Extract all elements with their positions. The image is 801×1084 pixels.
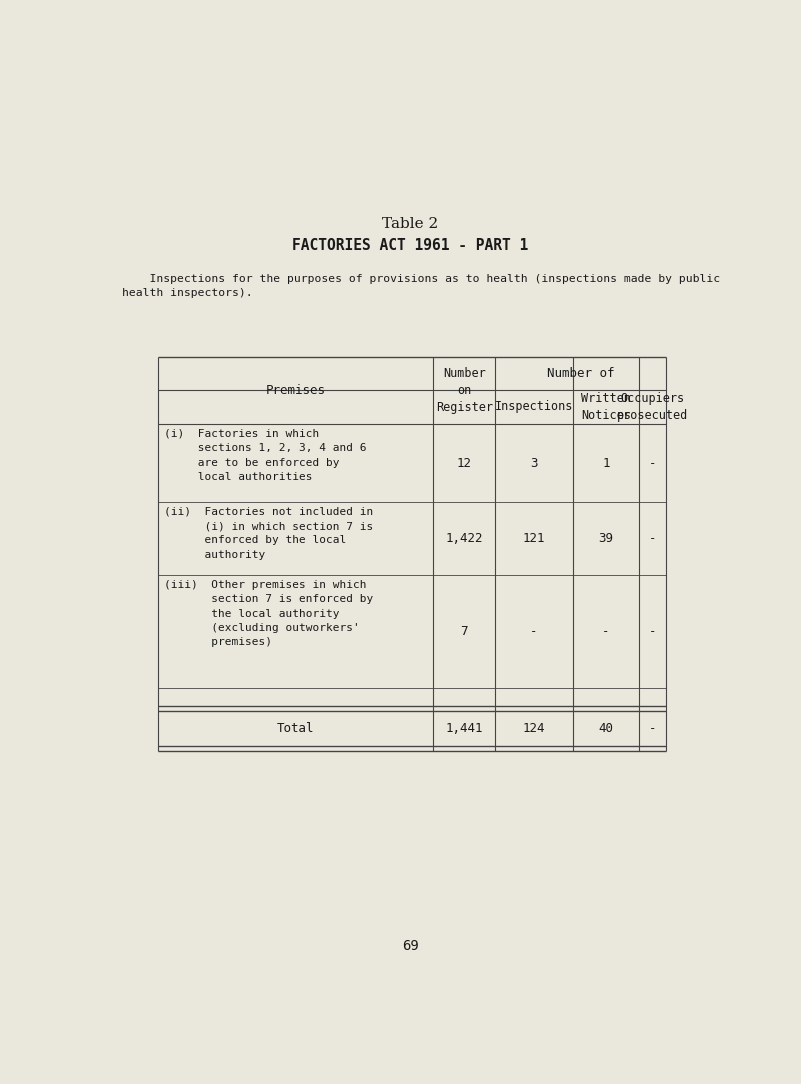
Text: 1: 1	[602, 456, 610, 469]
Text: 1,441: 1,441	[445, 722, 483, 735]
Text: Inspections: Inspections	[495, 400, 574, 413]
Text: 124: 124	[523, 722, 545, 735]
Text: (ii)  Factories not included in
      (i) in which section 7 is
      enforced b: (ii) Factories not included in (i) in wh…	[164, 506, 374, 559]
Text: 12: 12	[457, 456, 472, 469]
Text: 69: 69	[402, 939, 419, 953]
Text: -: -	[649, 722, 656, 735]
Text: 3: 3	[530, 456, 538, 469]
Text: FACTORIES ACT 1961 - PART 1: FACTORIES ACT 1961 - PART 1	[292, 237, 529, 253]
Text: Number of: Number of	[547, 366, 614, 379]
Text: (iii)  Other premises in which
       section 7 is enforced by
       the local : (iii) Other premises in which section 7 …	[164, 580, 374, 647]
Text: 39: 39	[598, 532, 614, 545]
Text: -: -	[649, 625, 656, 638]
Text: -: -	[649, 456, 656, 469]
Text: -: -	[602, 625, 610, 638]
Text: 121: 121	[523, 532, 545, 545]
Text: health inspectors).: health inspectors).	[122, 288, 252, 298]
Text: Written
Notices: Written Notices	[581, 392, 630, 422]
Text: Total: Total	[277, 722, 315, 735]
Text: Premises: Premises	[266, 384, 326, 397]
Text: Inspections for the purposes of provisions as to health (inspections made by pub: Inspections for the purposes of provisio…	[122, 274, 720, 284]
Text: -: -	[649, 532, 656, 545]
Text: Occupiers
prosecuted: Occupiers prosecuted	[617, 392, 688, 422]
Text: 1,422: 1,422	[445, 532, 483, 545]
Text: Number
on
Register: Number on Register	[436, 367, 493, 414]
Text: -: -	[530, 625, 538, 638]
Text: 7: 7	[461, 625, 468, 638]
Text: (i)  Factories in which
     sections 1, 2, 3, 4 and 6
     are to be enforced b: (i) Factories in which sections 1, 2, 3,…	[164, 429, 367, 482]
Text: Table 2: Table 2	[382, 217, 439, 231]
Text: 40: 40	[598, 722, 614, 735]
